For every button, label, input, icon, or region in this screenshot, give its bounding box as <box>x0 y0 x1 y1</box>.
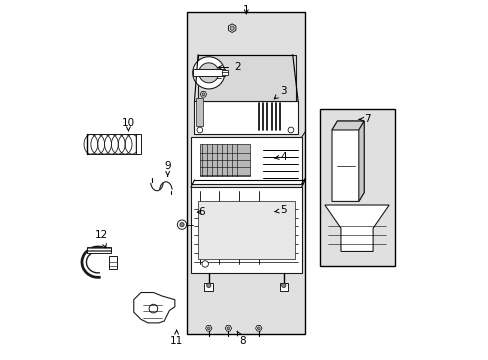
Polygon shape <box>200 91 206 97</box>
Text: 10: 10 <box>122 118 135 131</box>
Text: 3: 3 <box>274 86 286 99</box>
Circle shape <box>287 127 293 133</box>
Bar <box>192 68 224 76</box>
Text: 4: 4 <box>274 152 286 162</box>
Bar <box>190 137 301 184</box>
Bar <box>222 70 227 75</box>
Text: 1: 1 <box>243 5 249 15</box>
Circle shape <box>206 283 210 288</box>
Bar <box>87 134 135 154</box>
Bar <box>87 247 110 253</box>
Bar <box>204 283 213 291</box>
Bar <box>187 12 305 334</box>
Bar <box>190 187 301 273</box>
Text: 11: 11 <box>170 330 183 346</box>
Circle shape <box>192 57 224 89</box>
Text: 12: 12 <box>95 230 108 248</box>
Text: 8: 8 <box>237 331 245 346</box>
Circle shape <box>202 93 204 96</box>
Polygon shape <box>331 121 364 130</box>
Polygon shape <box>225 325 231 331</box>
Bar <box>196 98 203 126</box>
Circle shape <box>198 63 218 83</box>
Bar <box>108 256 116 269</box>
Bar <box>198 55 296 101</box>
Text: 9: 9 <box>164 161 171 176</box>
Circle shape <box>197 127 203 133</box>
Text: 5: 5 <box>274 205 286 215</box>
Bar <box>200 144 249 176</box>
Polygon shape <box>358 121 364 202</box>
Bar <box>279 283 287 291</box>
Circle shape <box>229 26 234 30</box>
Text: 6: 6 <box>197 207 204 217</box>
Circle shape <box>207 327 210 330</box>
Circle shape <box>202 261 208 267</box>
Text: 7: 7 <box>358 114 370 124</box>
Polygon shape <box>255 325 262 331</box>
Bar <box>319 109 394 266</box>
Polygon shape <box>205 325 212 331</box>
Bar <box>135 134 141 154</box>
Circle shape <box>149 304 157 313</box>
Circle shape <box>180 222 184 227</box>
Polygon shape <box>324 205 388 251</box>
Circle shape <box>281 283 285 288</box>
Bar <box>194 101 298 134</box>
Circle shape <box>257 327 260 330</box>
Bar <box>198 202 294 258</box>
Polygon shape <box>228 24 235 32</box>
Polygon shape <box>331 121 364 202</box>
Circle shape <box>177 220 186 229</box>
Circle shape <box>226 327 229 330</box>
Polygon shape <box>134 293 175 323</box>
Text: 2: 2 <box>218 63 240 72</box>
